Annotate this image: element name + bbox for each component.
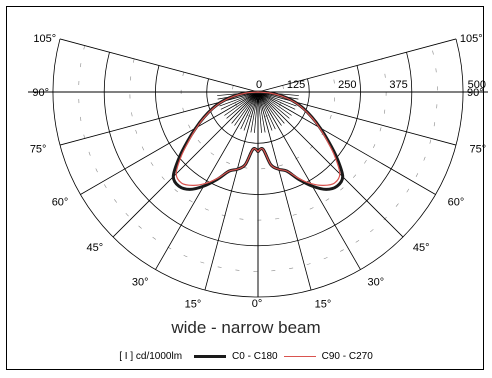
chart-frame <box>6 6 484 370</box>
grid-spoke-minor <box>219 91 259 107</box>
grid-spoke-minor <box>224 91 259 116</box>
legend-label-c90: C90 - C270 <box>321 351 373 362</box>
grid-spoke <box>257 91 404 238</box>
series-layer <box>171 90 345 191</box>
grid-spoke-minor <box>226 91 259 119</box>
grid-spoke-minor <box>243 91 259 131</box>
grid-spoke <box>257 38 457 93</box>
grid-spoke <box>80 91 259 195</box>
grid-spoke-minor <box>257 91 285 124</box>
unit-label: [ I ] cd/1000lm <box>119 351 183 362</box>
angle-label: 60° <box>448 197 465 209</box>
grid-spoke-minor <box>257 91 296 110</box>
grid-spoke-minor <box>257 91 292 116</box>
grid-spoke <box>257 91 436 195</box>
chart-subtitle: wide - narrow beam <box>171 318 321 337</box>
angle-label: 0° <box>252 298 263 310</box>
angle-label: 15° <box>315 299 332 311</box>
grid-spoke <box>204 91 259 291</box>
radial-tick-label: 125 <box>287 79 305 91</box>
series-line-c90-c270 <box>175 91 341 187</box>
angle-label: 15° <box>185 299 202 311</box>
grid-spoke-minor <box>257 91 282 126</box>
grid-spoke <box>257 91 312 291</box>
angle-label: 105° <box>33 33 56 45</box>
polar-grid <box>28 38 488 298</box>
grid-spoke-minor <box>240 91 259 130</box>
grid-spoke <box>112 91 259 238</box>
grid-spoke <box>257 91 361 270</box>
grid-spoke <box>59 38 259 93</box>
grid-spoke-minor <box>257 91 262 133</box>
grid-spoke <box>155 91 259 270</box>
grid-spoke-minor <box>250 91 259 133</box>
radial-tick-label: 0 <box>256 79 262 91</box>
radial-tick-label: 500 <box>468 79 486 91</box>
angle-label: 60° <box>52 197 69 209</box>
angle-label: 105° <box>460 33 483 45</box>
angle-label: 45° <box>87 242 104 254</box>
grid-spoke-minor <box>234 91 259 126</box>
angle-label: 30° <box>132 277 149 289</box>
grid-spoke-minor <box>220 91 259 110</box>
grid-spoke-minor <box>257 91 290 119</box>
angle-label: 90° <box>467 87 484 99</box>
angle-label: 75° <box>470 144 487 156</box>
legend: [ I ] cd/1000lm C0 - C180 C90 - C270 <box>0 351 492 362</box>
label-layer: 0 125 250 375 500 105° 90° 75° 60° 45° 30° 15° 0° 105… <box>30 33 486 311</box>
grid-spoke-minor <box>257 91 276 130</box>
angle-label: 45° <box>413 242 430 254</box>
grid-spoke-minor <box>257 91 266 133</box>
radial-tick-label: 375 <box>389 79 407 91</box>
grid-spoke-minor <box>254 91 259 133</box>
grid-spoke-minor <box>231 91 259 124</box>
angle-label: 90° <box>32 87 49 99</box>
legend-swatch-c90 <box>283 355 316 358</box>
grid-spoke <box>59 91 259 146</box>
grid-spoke <box>257 91 457 146</box>
grid-spoke-minor <box>257 91 297 107</box>
legend-label-c0: C0 - C180 <box>232 351 278 362</box>
radial-tick-label: 250 <box>338 79 356 91</box>
grid-spoke-minor <box>257 91 273 131</box>
angle-label: 30° <box>368 277 385 289</box>
legend-swatch-c0 <box>194 355 227 358</box>
angle-label: 75° <box>30 144 47 156</box>
